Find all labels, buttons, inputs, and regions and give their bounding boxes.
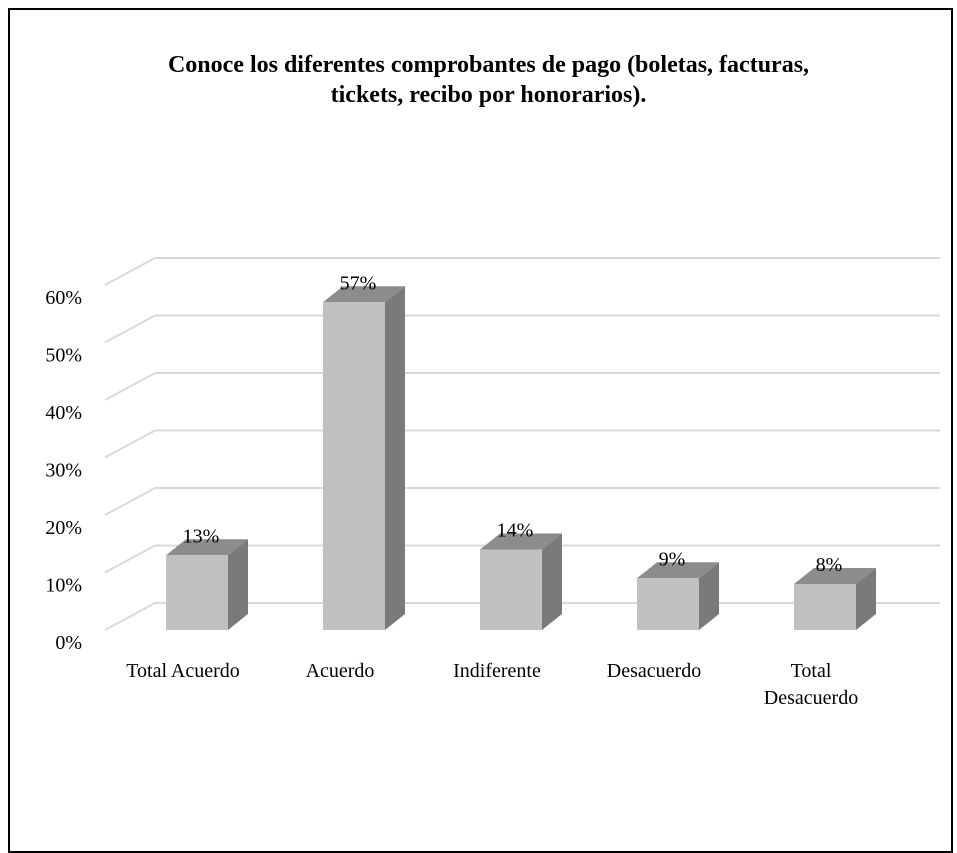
- bar: [637, 578, 699, 630]
- x-category-label: Indiferente: [453, 660, 541, 682]
- y-tick-label: 60%: [45, 287, 82, 309]
- x-category-label: Desacuerdo: [764, 687, 858, 709]
- data-label: 57%: [340, 272, 377, 294]
- x-category-label: Total: [791, 660, 832, 682]
- data-label: 8%: [816, 554, 843, 576]
- bar: [166, 555, 228, 630]
- x-category-label: Acuerdo: [306, 660, 375, 682]
- y-tick-label: 20%: [45, 517, 82, 539]
- data-label: 13%: [183, 525, 220, 547]
- bar: [480, 550, 542, 631]
- x-category-label: Desacuerdo: [607, 660, 701, 682]
- x-category-label: Total Acuerdo: [126, 660, 240, 682]
- gridline: [105, 316, 940, 343]
- bar-side: [542, 534, 562, 631]
- gridline: [105, 258, 940, 285]
- y-tick-label: 40%: [45, 402, 82, 424]
- data-label: 14%: [497, 520, 534, 542]
- data-label: 9%: [659, 548, 686, 570]
- y-tick-label: 30%: [45, 460, 82, 482]
- gridline: [105, 431, 940, 458]
- bar-side: [228, 539, 248, 630]
- bar: [794, 584, 856, 630]
- bar-side: [385, 286, 405, 630]
- y-tick-label: 0%: [55, 632, 82, 654]
- gridline: [105, 488, 940, 515]
- bar: [323, 302, 385, 630]
- y-tick-label: 50%: [45, 345, 82, 367]
- gridline: [105, 373, 940, 400]
- y-tick-label: 10%: [45, 575, 82, 597]
